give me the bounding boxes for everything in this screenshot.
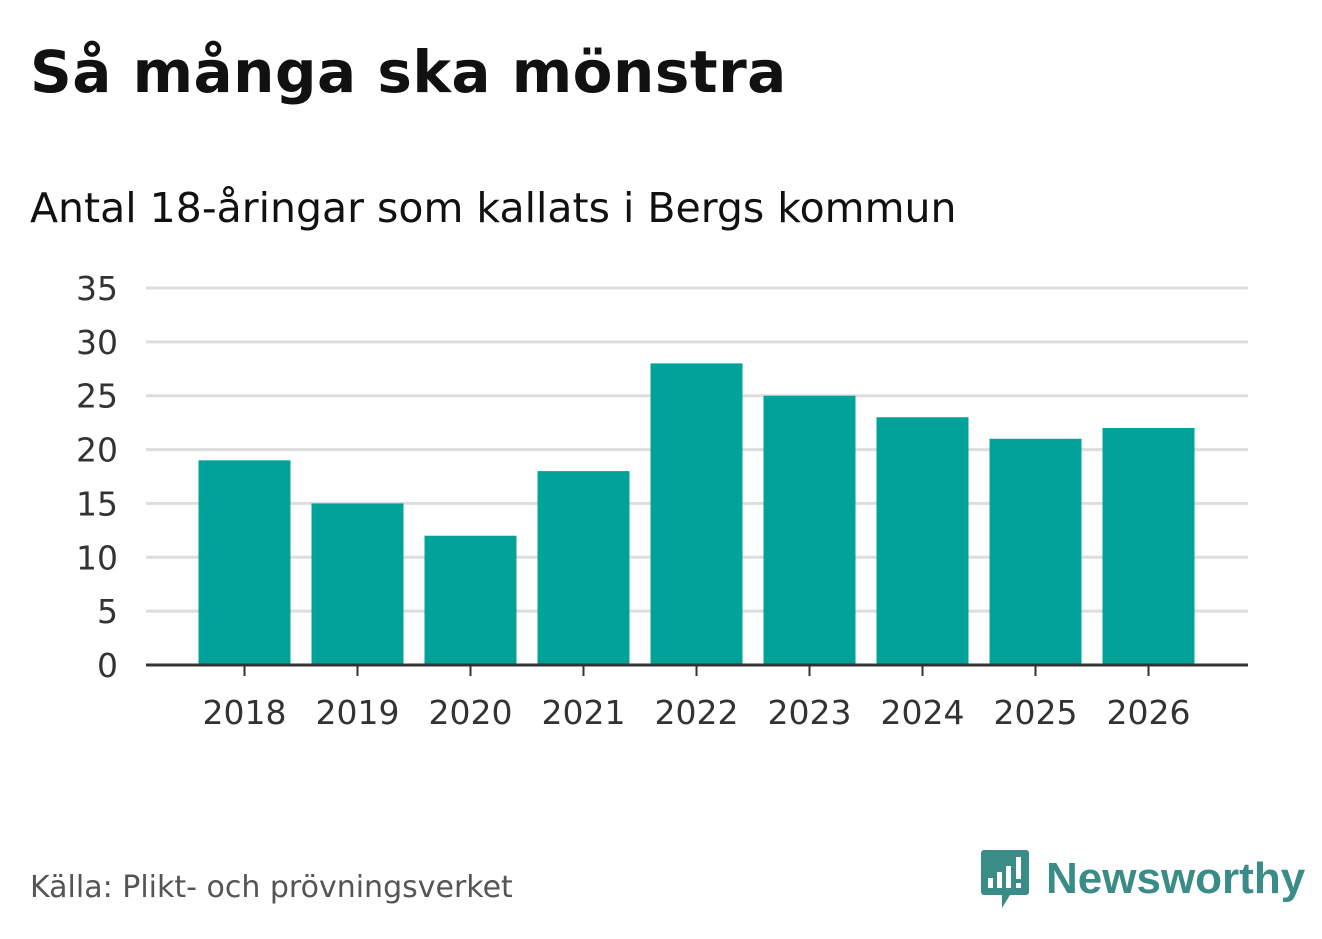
x-tick-label: 2024	[881, 693, 965, 732]
bar-2025	[989, 438, 1082, 665]
y-tick-label: 30	[76, 323, 118, 362]
bar-2020	[424, 535, 517, 665]
x-tick-label: 2025	[994, 693, 1078, 732]
x-tick-label: 2018	[203, 693, 287, 732]
x-tick-label: 2022	[655, 693, 739, 732]
x-tick-label: 2019	[316, 693, 400, 732]
y-tick-label: 10	[76, 538, 118, 577]
x-tick-label: 2023	[768, 693, 852, 732]
x-tick-label: 2021	[542, 693, 626, 732]
bar-2022	[650, 363, 743, 665]
x-tick-label: 2026	[1107, 693, 1191, 732]
bar-2024	[876, 417, 969, 665]
y-tick-label: 35	[76, 269, 118, 308]
y-tick-label: 0	[97, 646, 118, 685]
source-note: Källa: Plikt- och prövningsverket	[30, 870, 513, 905]
chart-title: Så många ska mönstra	[30, 38, 787, 106]
bar-2018	[198, 460, 291, 665]
bar-chart-speech-bubble-icon	[981, 850, 1029, 908]
y-tick-label: 15	[76, 484, 118, 523]
bar-2026	[1102, 428, 1195, 665]
newsworthy-logo: Newsworthy	[980, 848, 1305, 910]
y-tick-label: 5	[97, 592, 118, 631]
bars	[198, 363, 1195, 665]
chart-subtitle: Antal 18-åringar som kallats i Bergs kom…	[30, 184, 957, 232]
y-tick-label: 25	[76, 377, 118, 416]
brand-name: Newsworthy	[1046, 854, 1306, 903]
bar-2021	[537, 471, 630, 665]
x-tick-label: 2020	[429, 693, 513, 732]
y-tick-label: 20	[76, 431, 118, 470]
bar-2023	[763, 395, 856, 665]
bar-2019	[311, 503, 404, 665]
axes	[146, 663, 1248, 676]
